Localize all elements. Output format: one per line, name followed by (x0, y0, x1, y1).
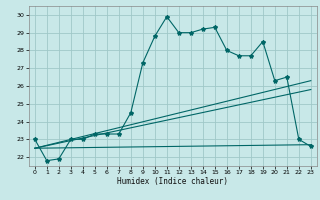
X-axis label: Humidex (Indice chaleur): Humidex (Indice chaleur) (117, 177, 228, 186)
